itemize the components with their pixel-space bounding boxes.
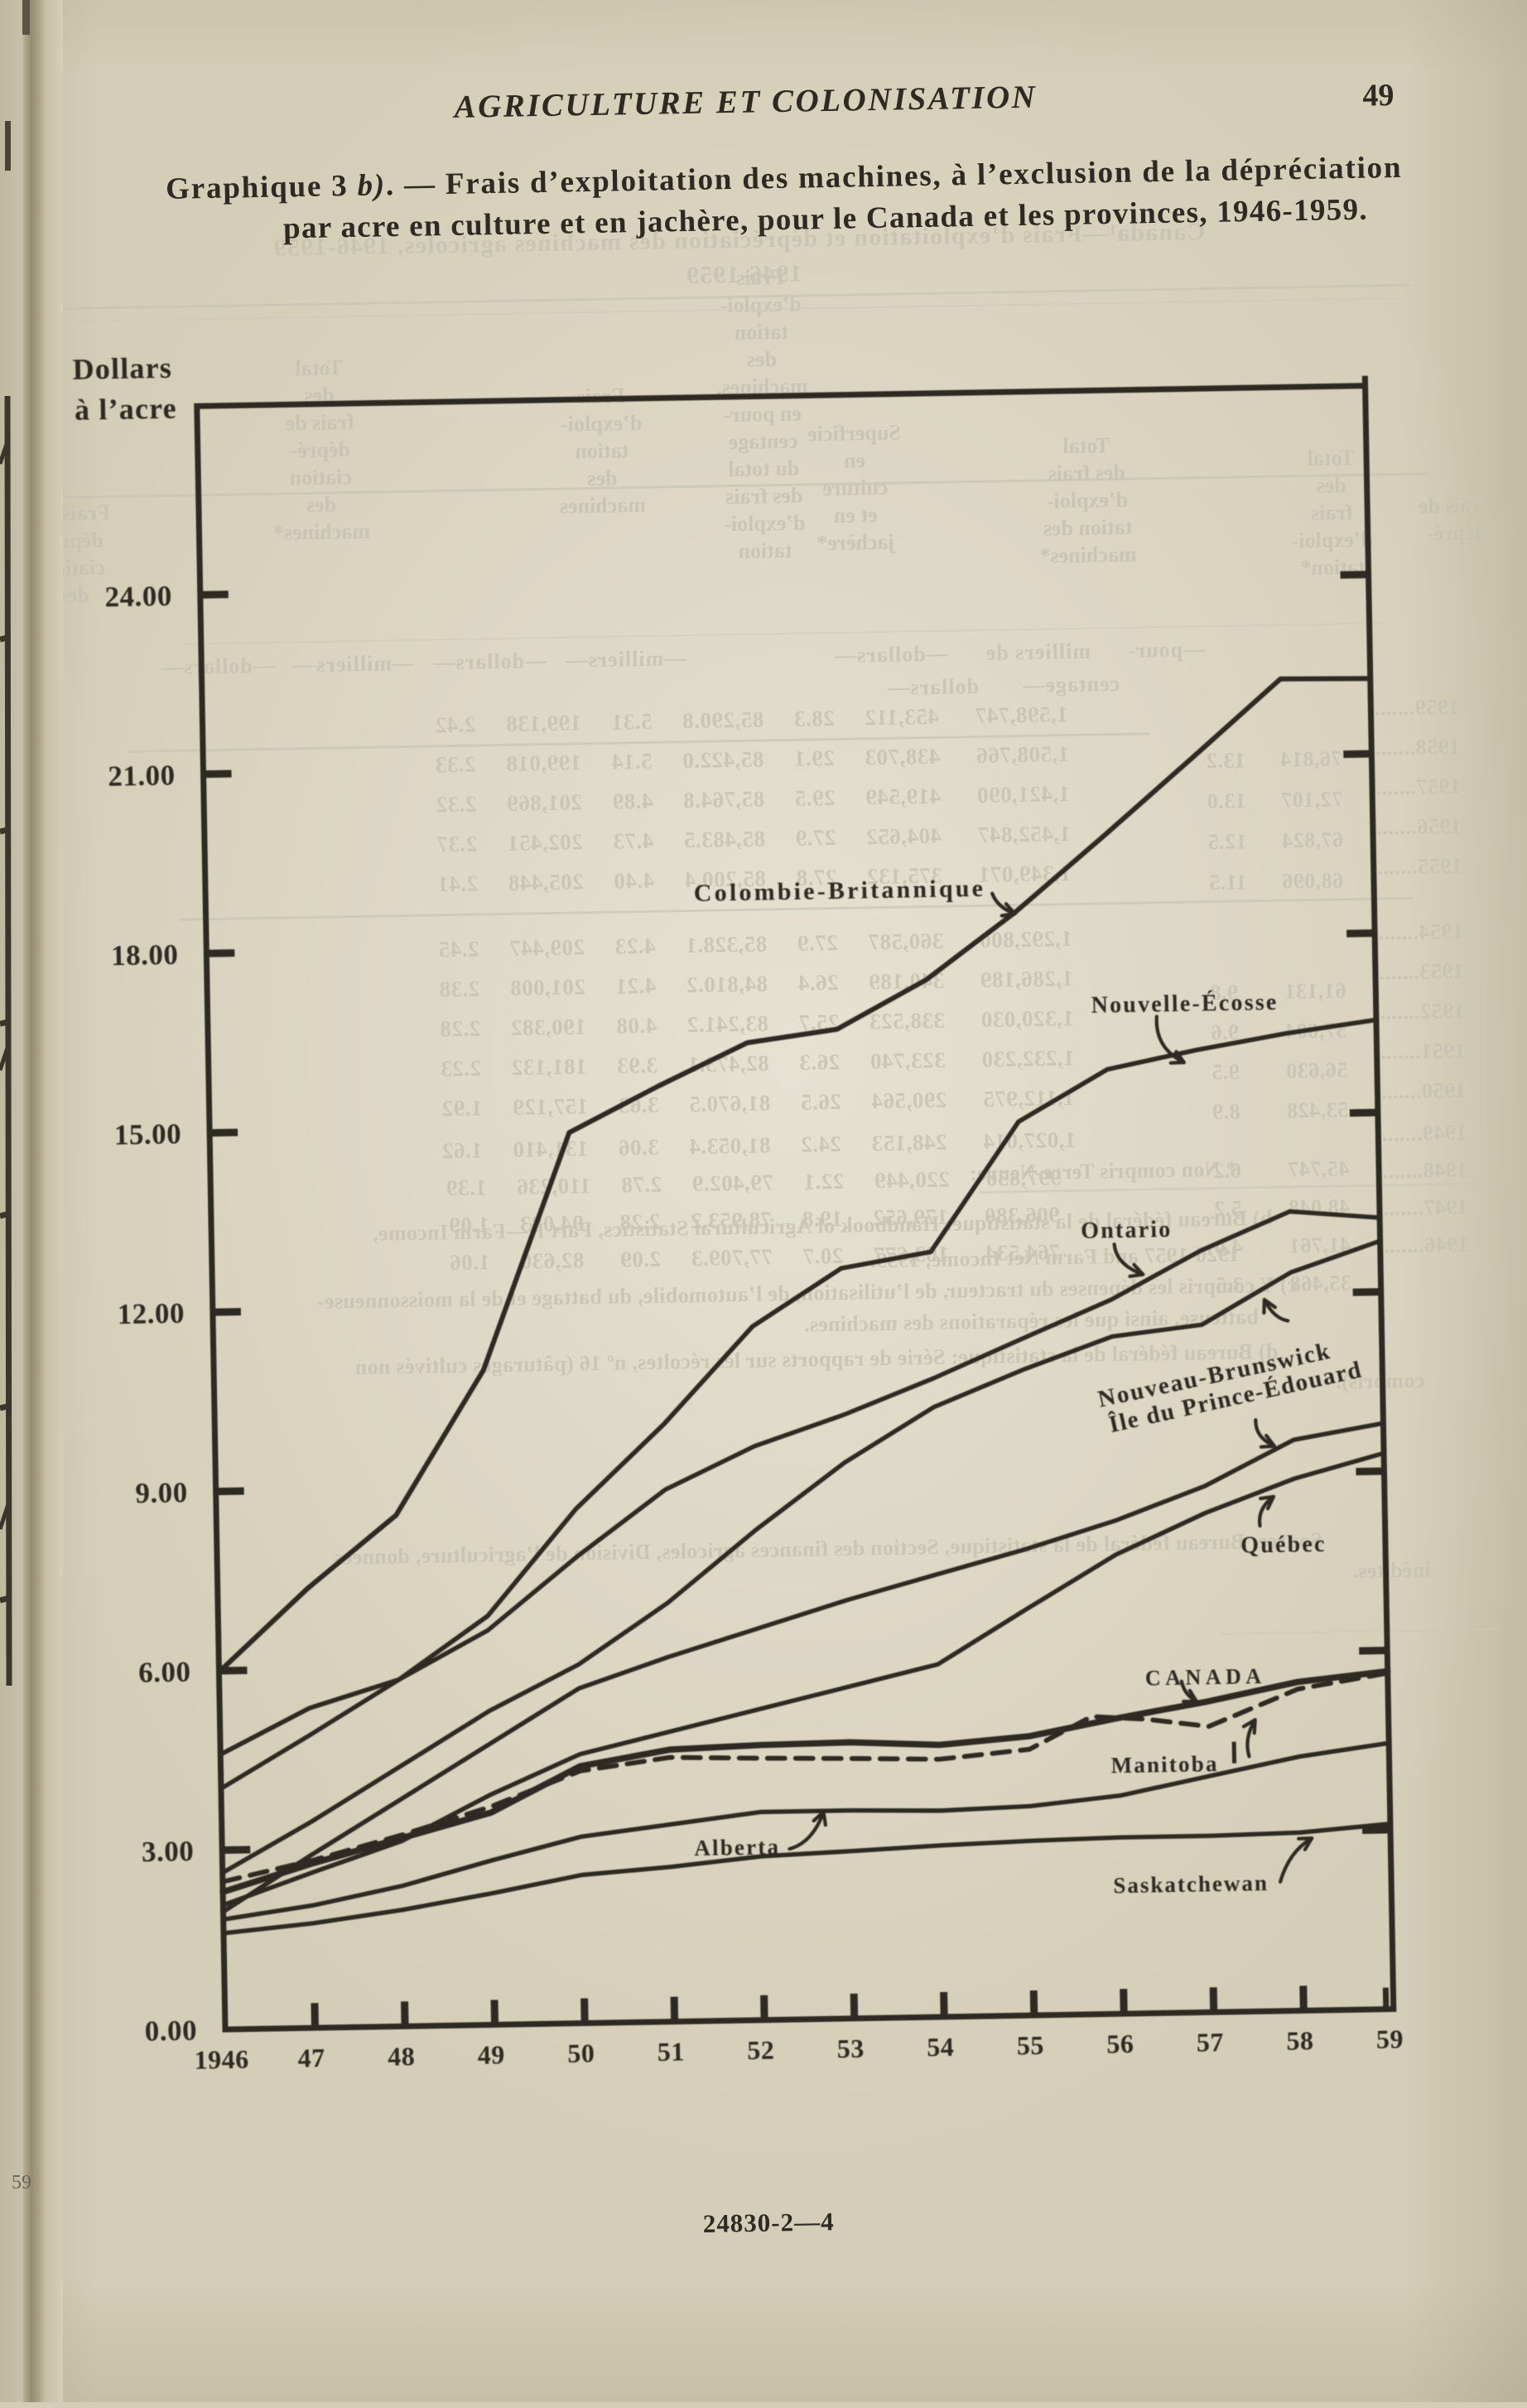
- svg-text:56: 56: [1106, 2029, 1134, 2059]
- svg-text:12.00: 12.00: [117, 1297, 185, 1330]
- svg-text:Dollars: Dollars: [72, 351, 172, 386]
- svg-text:59: 59: [1376, 2024, 1404, 2054]
- svg-text:53: 53: [837, 2034, 865, 2064]
- svg-text:Nouvelle-Écosse: Nouvelle-Écosse: [1091, 990, 1278, 1019]
- svg-text:à l’acre: à l’acre: [75, 392, 178, 427]
- svg-text:51: 51: [657, 2036, 685, 2067]
- svg-text:1946: 1946: [194, 2044, 249, 2075]
- svg-text:54: 54: [927, 2032, 955, 2063]
- svg-text:18.00: 18.00: [111, 939, 179, 972]
- svg-text:47: 47: [297, 2043, 325, 2073]
- svg-text:57: 57: [1197, 2027, 1225, 2058]
- svg-text:55: 55: [1017, 2030, 1045, 2061]
- svg-text:9.00: 9.00: [135, 1476, 188, 1509]
- svg-text:21.00: 21.00: [108, 759, 176, 792]
- svg-text:15.00: 15.00: [114, 1117, 182, 1151]
- svg-text:24.00: 24.00: [104, 580, 172, 613]
- svg-text:0.00: 0.00: [144, 2015, 197, 2048]
- svg-text:CANADA: CANADA: [1145, 1664, 1266, 1691]
- svg-text:48: 48: [388, 2041, 416, 2072]
- svg-text:Alberta: Alberta: [694, 1834, 780, 1860]
- svg-text:Colombie-Britannique: Colombie-Britannique: [694, 875, 986, 907]
- svg-text:52: 52: [747, 2034, 775, 2065]
- svg-text:Manitoba: Manitoba: [1110, 1751, 1219, 1778]
- svg-text:50: 50: [567, 2038, 595, 2068]
- svg-text:58: 58: [1286, 2025, 1314, 2056]
- svg-text:Saskatchewan: Saskatchewan: [1113, 1870, 1269, 1898]
- svg-text:3.00: 3.00: [142, 1835, 195, 1868]
- svg-text:Ontario: Ontario: [1081, 1217, 1173, 1244]
- svg-text:6.00: 6.00: [138, 1656, 191, 1689]
- svg-text:Québec: Québec: [1240, 1532, 1327, 1559]
- svg-text:49: 49: [477, 2039, 505, 2070]
